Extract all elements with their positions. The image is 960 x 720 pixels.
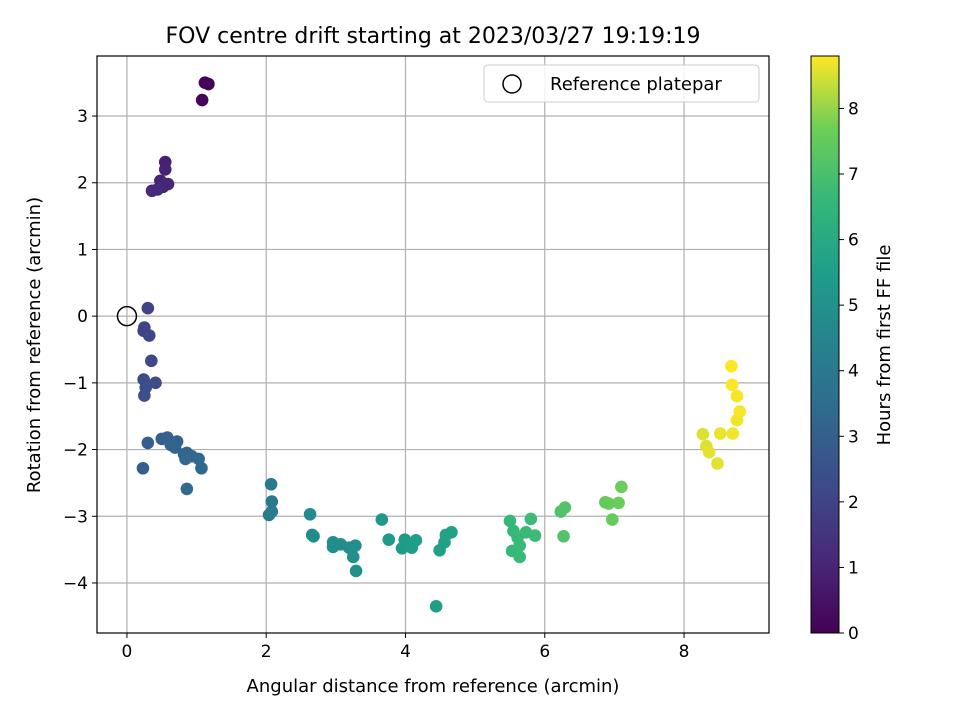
data-point (409, 533, 423, 547)
data-point (158, 163, 172, 176)
data-point (303, 507, 317, 521)
data-point (136, 461, 150, 475)
data-point (702, 445, 716, 459)
data-point (145, 184, 159, 198)
data-point (725, 359, 738, 373)
data-point (382, 533, 396, 546)
data-point (145, 354, 158, 368)
colorbar-tick-label: 7 (848, 165, 859, 185)
y-tick-label: 1 (77, 240, 88, 260)
data-point (195, 461, 208, 475)
y-axis-ticks: −4 −3 −2 −1 0 1 2 3 (63, 107, 97, 594)
colorbar-tick-label: 4 (848, 362, 859, 382)
legend: Reference platepar (483, 64, 760, 103)
y-tick-label: −2 (63, 441, 88, 461)
data-point (179, 452, 192, 466)
y-axis-label: Rotation from reference (arcmin) (24, 197, 45, 493)
y-tick-label: 2 (77, 174, 88, 194)
colorbar-tick-label: 8 (848, 99, 859, 119)
data-point (168, 441, 182, 454)
y-tick-label: 0 (77, 307, 88, 327)
data-point (141, 436, 155, 450)
data-point (307, 529, 320, 543)
data-point (513, 539, 526, 552)
data-point (730, 389, 744, 403)
data-point (726, 427, 740, 440)
y-tick-label: 3 (77, 107, 88, 127)
data-point (149, 376, 162, 390)
chart-title: FOV centre drift starting at 2023/03/27 … (166, 24, 701, 49)
scatter-points (116, 76, 747, 613)
data-point (503, 514, 517, 528)
data-point (524, 512, 538, 526)
colorbar-ticks: 0 1 2 3 4 5 6 7 8 (839, 99, 859, 644)
x-tick-label: 4 (400, 642, 411, 662)
data-point (142, 329, 156, 342)
data-point (602, 497, 616, 510)
data-point (375, 513, 389, 526)
data-point (265, 495, 279, 508)
x-tick-label: 6 (539, 642, 550, 662)
x-axis-label: Angular distance from reference (arcmin) (247, 676, 620, 697)
data-point (615, 480, 628, 494)
plot-frame (96, 55, 770, 634)
data-point (557, 529, 570, 543)
colorbar-label: Hours from first FF file (874, 245, 895, 446)
colorbar-tick-label: 5 (848, 296, 859, 316)
y-tick-label: −4 (63, 574, 88, 594)
legend-reference-marker (502, 74, 522, 94)
data-point (138, 389, 151, 402)
data-point (141, 301, 155, 315)
y-tick-label: −3 (63, 507, 88, 527)
data-point (445, 525, 458, 539)
colorbar-gradient (810, 55, 840, 634)
x-tick-label: 8 (679, 642, 690, 662)
x-tick-label: 0 (122, 642, 133, 662)
colorbar-tick-label: 2 (848, 493, 859, 513)
data-point (349, 539, 362, 552)
colorbar: 0 1 2 3 4 5 6 7 8 Hours from first FF file (810, 55, 895, 644)
colorbar-tick-label: 1 (848, 558, 859, 578)
x-tick-label: 2 (261, 642, 272, 662)
data-point (429, 600, 443, 613)
data-point (711, 457, 724, 470)
data-point (202, 77, 215, 91)
reference-platepar-marker (116, 305, 138, 327)
legend-box (483, 64, 760, 103)
data-point (725, 378, 739, 392)
data-point (195, 93, 209, 107)
data-point (262, 508, 276, 522)
data-point (264, 477, 278, 491)
data-point (349, 564, 363, 578)
x-axis-ticks: 0 2 4 6 8 (122, 633, 690, 662)
data-point (558, 501, 572, 514)
data-point (528, 529, 542, 542)
colorbar-tick-label: 0 (848, 624, 859, 644)
data-point (696, 427, 710, 441)
colorbar-tick-label: 3 (848, 427, 859, 447)
data-point (713, 427, 727, 440)
grid-lines (97, 56, 769, 633)
data-point (606, 513, 619, 526)
y-tick-label: −1 (63, 374, 88, 394)
data-point (733, 405, 747, 418)
colorbar-tick-label: 6 (848, 231, 859, 251)
data-point (346, 550, 360, 564)
legend-entry-reference: Reference platepar (550, 74, 722, 95)
data-point (612, 496, 625, 510)
data-point (180, 482, 194, 496)
data-point (513, 550, 526, 564)
